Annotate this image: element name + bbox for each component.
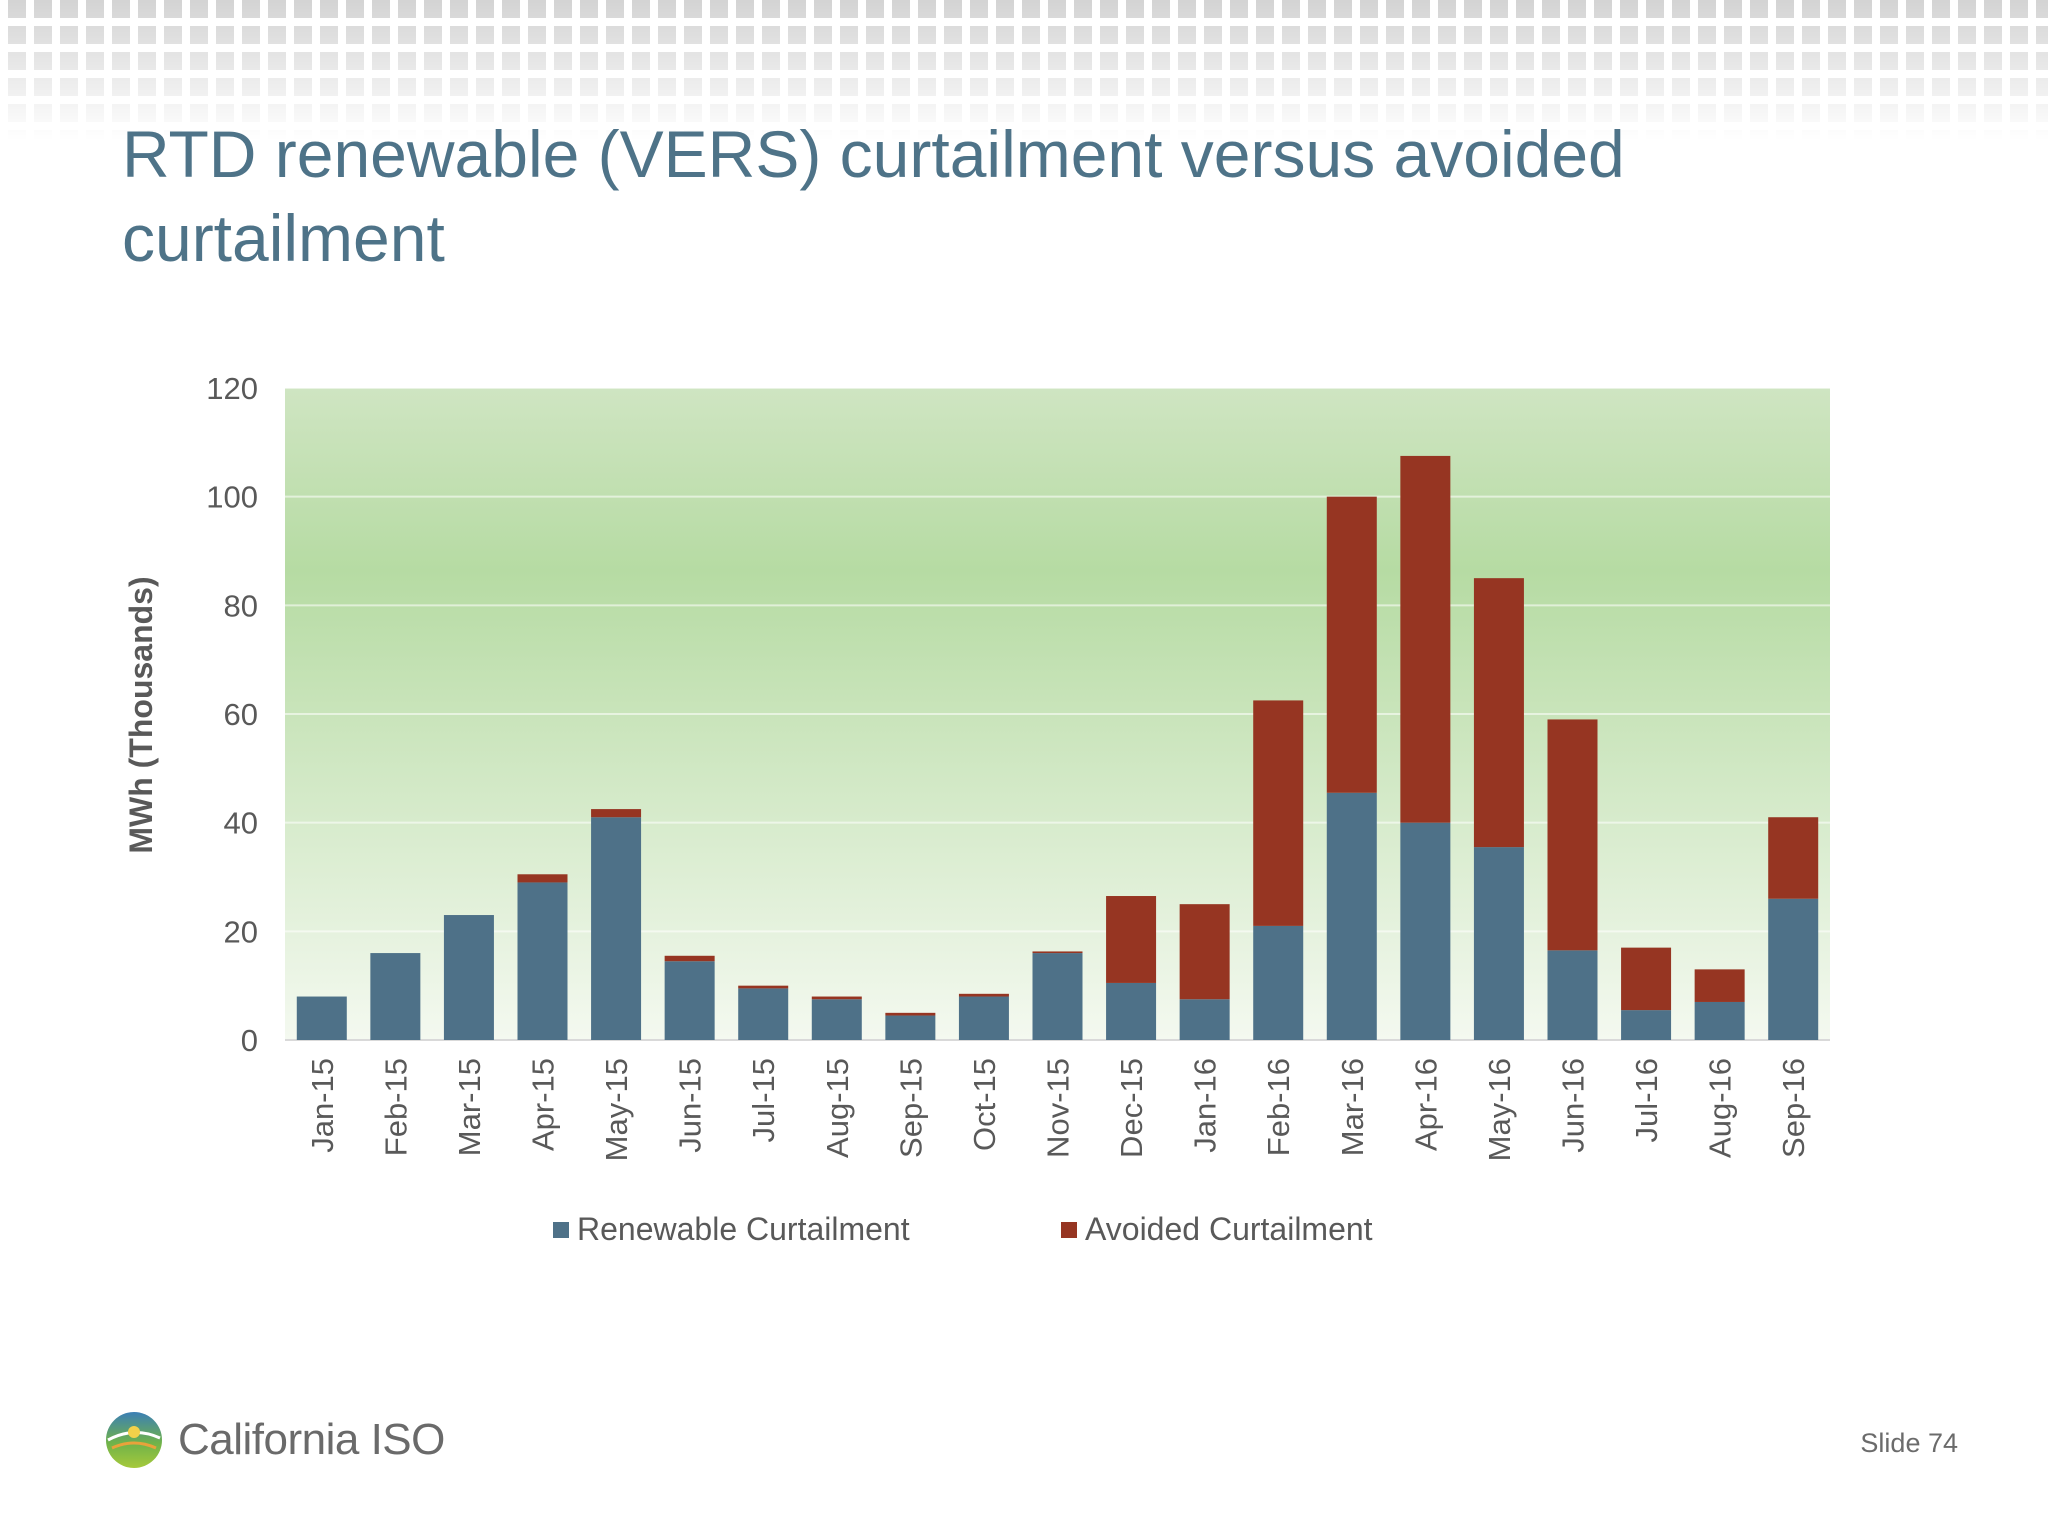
sun-globe-icon [106, 1412, 162, 1468]
y-axis-label: MWh (Thousands) [123, 576, 159, 853]
bar-renewable-oct-15 [958, 996, 1009, 1040]
x-tick-label: Mar-15 [452, 1058, 487, 1156]
bar-renewable-nov-15 [1032, 953, 1083, 1040]
legend-label: Avoided Curtailment [1085, 1211, 1373, 1247]
bar-avoided-jul-16 [1621, 947, 1672, 1011]
x-tick-label: May-15 [599, 1058, 634, 1161]
x-tick-label: Dec-15 [1114, 1058, 1149, 1158]
bar-renewable-sep-16 [1768, 898, 1819, 1040]
y-tick-label: 80 [224, 588, 258, 623]
legend-label: Renewable Curtailment [577, 1211, 910, 1247]
y-tick-label: 100 [206, 480, 258, 515]
bar-renewable-jul-16 [1621, 1010, 1672, 1040]
bar-avoided-apr-15 [517, 874, 568, 883]
bar-renewable-apr-16 [1400, 822, 1451, 1040]
x-tick-label: Jun-15 [673, 1058, 708, 1153]
bar-renewable-sep-15 [885, 1015, 936, 1040]
y-axis-ticks: 0 20 40 60 80 100 120 [206, 371, 258, 1058]
x-tick-label: Jan-16 [1188, 1058, 1223, 1153]
bars [296, 455, 1819, 1040]
slide-number: Slide 74 [1860, 1428, 1958, 1458]
x-tick-label: Jun-16 [1556, 1058, 1591, 1153]
bar-renewable-mar-15 [443, 915, 494, 1040]
bar-avoided-aug-15 [811, 996, 862, 1000]
x-tick-label: Nov-15 [1041, 1058, 1076, 1158]
bar-avoided-feb-16 [1253, 700, 1304, 926]
bar-renewable-may-15 [591, 817, 642, 1040]
x-tick-label: Jan-15 [305, 1058, 340, 1153]
header-pattern [0, 0, 2048, 140]
bar-renewable-jun-15 [664, 961, 715, 1040]
x-tick-label: Apr-16 [1408, 1058, 1443, 1151]
y-tick-label: 20 [224, 914, 258, 949]
bar-renewable-apr-15 [517, 882, 568, 1040]
x-tick-label: Sep-15 [893, 1058, 928, 1158]
bar-avoided-may-15 [591, 809, 642, 818]
x-tick-label: May-16 [1482, 1058, 1517, 1161]
legend-swatch [553, 1222, 569, 1238]
bar-avoided-may-16 [1473, 578, 1524, 848]
logo-text: California ISO [178, 1415, 445, 1464]
x-tick-label: Oct-15 [967, 1058, 1002, 1151]
bar-avoided-jun-15 [664, 955, 715, 962]
bar-renewable-jan-16 [1179, 999, 1230, 1040]
bar-renewable-feb-15 [370, 953, 421, 1040]
x-axis-ticks: Jan-15 Feb-15 Mar-15 Apr-15 May-15 Jun-15 Jul-… [305, 1058, 1811, 1161]
bar-avoided-jan-16 [1179, 904, 1230, 1000]
x-tick-label: Feb-15 [378, 1058, 413, 1156]
bar-renewable-aug-15 [811, 999, 862, 1040]
bar-renewable-jun-16 [1547, 950, 1598, 1040]
bar-renewable-jul-15 [738, 988, 789, 1040]
bar-renewable-feb-16 [1253, 925, 1304, 1040]
bar-renewable-mar-16 [1326, 792, 1377, 1040]
y-tick-label: 60 [224, 697, 258, 732]
bar-avoided-oct-15 [958, 993, 1009, 997]
x-tick-label: Aug-16 [1703, 1058, 1738, 1158]
bar-avoided-jul-15 [738, 985, 789, 989]
x-tick-label: Mar-16 [1335, 1058, 1370, 1156]
y-tick-label: 120 [206, 371, 258, 406]
bar-renewable-may-16 [1473, 847, 1524, 1040]
x-tick-label: Jul-16 [1629, 1058, 1664, 1142]
bar-renewable-jan-15 [296, 996, 347, 1040]
bar-avoided-dec-15 [1106, 896, 1157, 983]
legend-swatch [1061, 1222, 1077, 1238]
bar-avoided-sep-16 [1768, 817, 1819, 899]
y-tick-label: 40 [224, 806, 258, 841]
y-tick-label: 0 [241, 1023, 258, 1058]
bar-avoided-jun-16 [1547, 719, 1598, 951]
x-tick-label: Sep-16 [1776, 1058, 1811, 1158]
bar-avoided-mar-16 [1326, 496, 1377, 793]
bar-avoided-nov-15 [1032, 951, 1083, 954]
bar-renewable-dec-15 [1106, 982, 1157, 1040]
slide-title: RTD renewable (VERS) curtailment versus … [122, 117, 1625, 275]
bar-avoided-apr-16 [1400, 455, 1451, 823]
bar-avoided-sep-15 [885, 1012, 936, 1016]
legend: Renewable Curtailment Avoided Curtailment [553, 1211, 1373, 1247]
bar-renewable-aug-16 [1694, 1001, 1745, 1040]
california-iso-logo: California ISO [104, 1410, 445, 1470]
x-tick-label: Jul-15 [746, 1058, 781, 1142]
x-tick-label: Apr-15 [526, 1058, 561, 1151]
x-tick-label: Aug-15 [820, 1058, 855, 1158]
bar-avoided-aug-16 [1694, 969, 1745, 1002]
x-tick-label: Feb-16 [1261, 1058, 1296, 1156]
